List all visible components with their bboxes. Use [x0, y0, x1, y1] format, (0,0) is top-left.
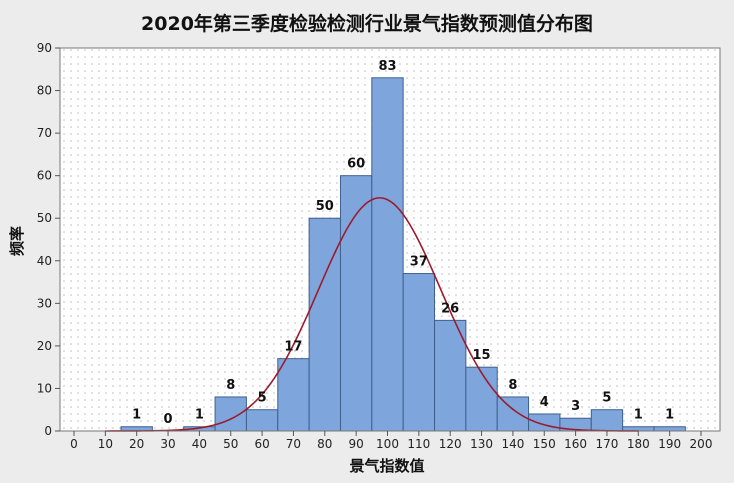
bar-value-label: 26 [441, 301, 459, 316]
bar-value-label: 8 [508, 378, 517, 393]
bar-value-label: 83 [378, 59, 396, 74]
x-tick-label: 140 [501, 437, 524, 451]
histogram-bar [590, 409, 624, 432]
y-tick-label: 50 [37, 211, 52, 225]
x-tick-label: 170 [595, 437, 618, 451]
x-tick-label: 100 [376, 437, 399, 451]
x-tick-label: 180 [627, 437, 650, 451]
y-axis: 0 10 20 30 40 50 60 70 80 90 [37, 41, 60, 438]
bar-value-label: 1 [634, 408, 643, 423]
bar-value-label: 37 [410, 255, 428, 270]
bar-value-label: 50 [316, 199, 334, 214]
x-tick-label: 80 [317, 437, 332, 451]
bar-value-label: 0 [164, 412, 173, 427]
bar-value-label: 3 [571, 399, 580, 414]
y-axis-title: 频率 [8, 226, 26, 256]
x-tick-label: 150 [533, 437, 556, 451]
x-axis-title: 景气指数值 [349, 457, 424, 475]
histogram-bar [402, 273, 436, 432]
x-tick-label: 190 [658, 437, 681, 451]
x-tick-label: 110 [407, 437, 430, 451]
bar-value-label: 1 [665, 408, 674, 423]
histogram-bar [214, 396, 247, 432]
y-tick-label: 60 [37, 169, 52, 183]
bar-value-label: 1 [132, 408, 141, 423]
plot-border [59, 47, 721, 432]
chart-title: 2020年第三季度检验检测行业景气指数预测值分布图 [141, 12, 593, 35]
bar-value-labels: 1 0 1 8 5 17 50 60 83 37 26 15 8 4 3 5 1 1 [132, 59, 674, 427]
y-tick-label: 70 [37, 126, 52, 140]
x-tick-label: 70 [286, 437, 301, 451]
histogram-bar [496, 396, 530, 432]
bars [120, 77, 686, 432]
x-tick-label: 60 [254, 437, 269, 451]
bar-value-label: 60 [347, 157, 365, 172]
y-tick-label: 20 [37, 339, 52, 353]
bar-value-label: 5 [258, 391, 267, 406]
y-tick-label: 40 [37, 254, 52, 268]
x-tick-label: 20 [129, 437, 144, 451]
y-tick-label: 30 [37, 296, 52, 310]
bar-value-label: 1 [195, 408, 204, 423]
histogram-bar [371, 77, 404, 432]
histogram-bar [277, 358, 310, 432]
histogram-bar [465, 366, 498, 432]
x-tick-label: 90 [349, 437, 364, 451]
x-tick-label: 200 [690, 437, 713, 451]
x-tick-label: 30 [160, 437, 175, 451]
bar-value-label: 8 [226, 378, 235, 393]
bar-value-label: 4 [540, 395, 549, 410]
bar-value-label: 5 [602, 391, 611, 406]
x-tick-label: 40 [192, 437, 207, 451]
histogram-bar [528, 413, 561, 432]
y-tick-label: 10 [37, 381, 52, 395]
bar-value-label: 15 [473, 348, 491, 363]
histogram-bar [653, 426, 686, 432]
histogram-bar [245, 409, 279, 432]
normal-fit-curve [105, 197, 639, 432]
histogram-bar [434, 319, 467, 432]
x-tick-label: 0 [70, 437, 78, 451]
x-tick-label: 50 [223, 437, 238, 451]
y-tick-label: 90 [37, 41, 52, 55]
x-tick-label: 10 [98, 437, 113, 451]
x-tick-label: 160 [564, 437, 587, 451]
x-tick-label: 120 [439, 437, 462, 451]
y-tick-label: 80 [37, 84, 52, 98]
x-axis: 0 10 20 30 40 50 60 70 80 90 100 110 120 130 140 150 160… [70, 431, 712, 451]
bar-value-label: 17 [284, 340, 302, 355]
x-tick-label: 130 [470, 437, 493, 451]
y-tick-label: 0 [44, 424, 52, 438]
